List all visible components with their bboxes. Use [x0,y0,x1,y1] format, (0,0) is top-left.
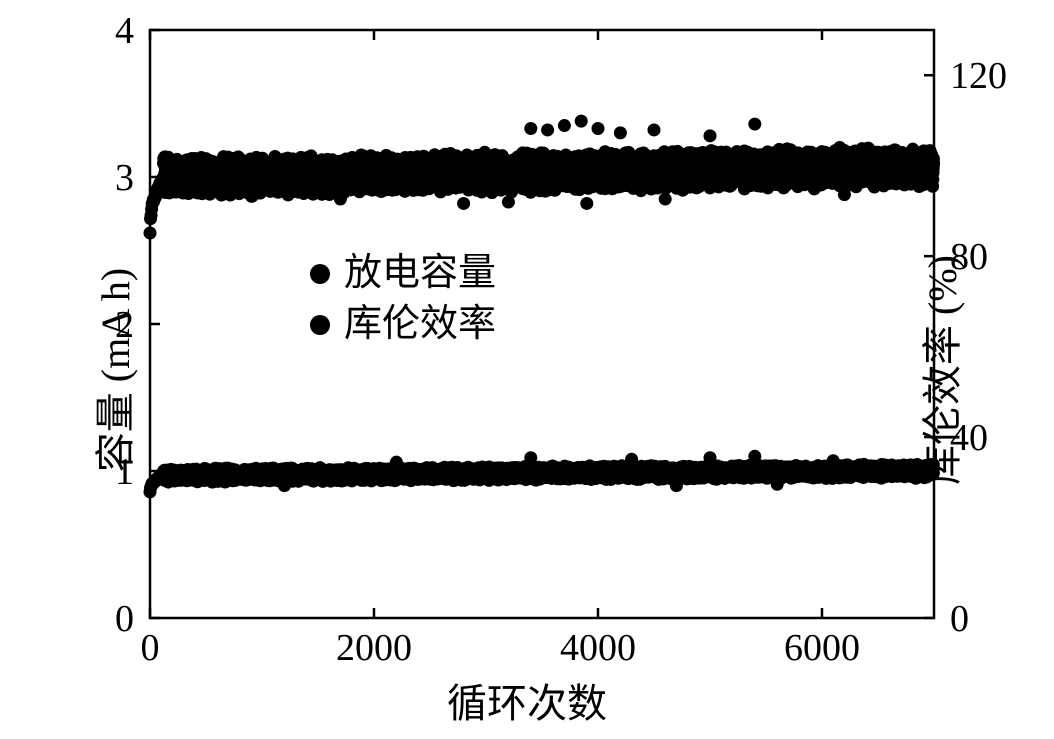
svg-text:4000: 4000 [560,627,636,669]
coulombic-efficiency-lower-band [144,450,940,499]
legend-item: 库伦效率 [310,299,496,350]
svg-text:120: 120 [950,55,1007,97]
svg-text:0: 0 [950,598,969,640]
legend: 放电容量库伦效率 [310,248,496,351]
y-right-axis-label: 库伦效率 (%) [910,255,968,485]
svg-text:0: 0 [141,627,160,669]
chart-svg: 02000400060000123404080120 [0,0,1054,739]
svg-text:6000: 6000 [784,627,860,669]
legend-marker-icon [310,264,330,284]
x-axis-label: 循环次数 [447,671,607,729]
svg-text:4: 4 [115,10,134,52]
legend-item: 放电容量 [310,248,496,299]
legend-label: 库伦效率 [344,299,496,350]
legend-marker-icon [310,315,330,335]
legend-label: 放电容量 [344,248,496,299]
discharge-capacity-upper-band [144,115,941,240]
y-left-axis-label: 容量 (mA h) [83,267,141,471]
svg-text:0: 0 [115,598,134,640]
chart-container: 02000400060000123404080120 容量 (mA h) 库伦效… [0,0,1054,739]
svg-text:3: 3 [115,157,134,199]
svg-text:2000: 2000 [336,627,412,669]
